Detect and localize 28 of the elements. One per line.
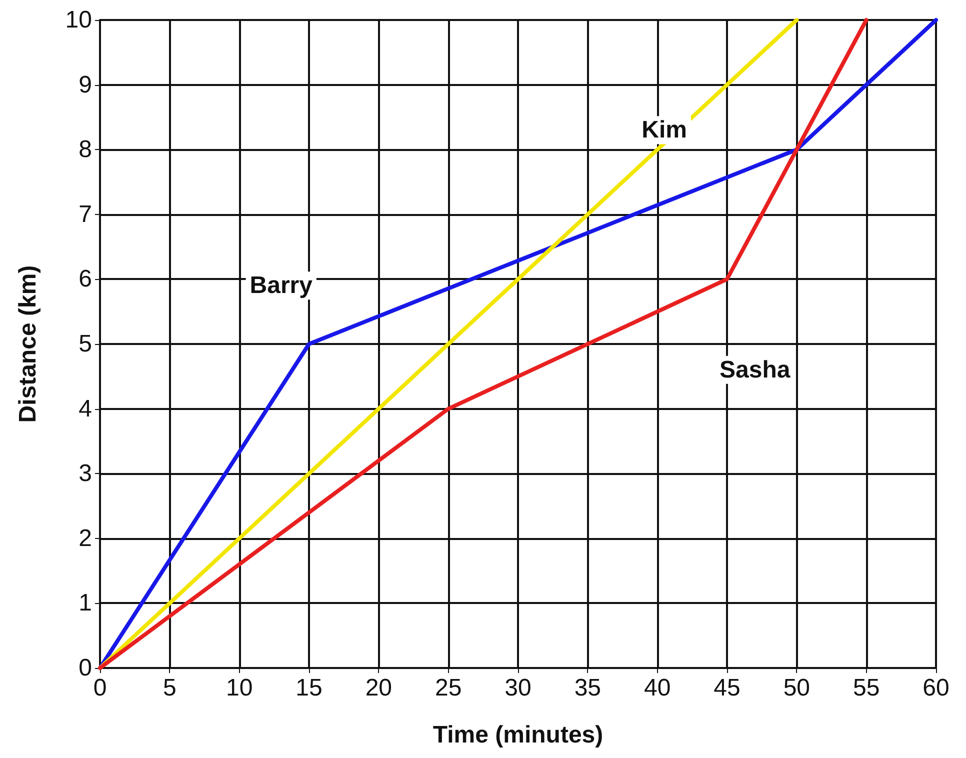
- y-tick-label: 2: [78, 524, 92, 552]
- x-tick-label: 35: [574, 674, 602, 702]
- x-tick-label: 45: [714, 674, 740, 702]
- y-tick-label: 7: [78, 200, 92, 228]
- y-tick-label: 10: [65, 6, 92, 34]
- y-axis-title: Distance (km): [14, 265, 42, 423]
- x-tick-label: 30: [504, 674, 532, 702]
- series-label: Kim: [642, 116, 687, 144]
- y-tick-label: 0: [78, 654, 92, 682]
- x-tick-label: 40: [644, 674, 671, 702]
- x-tick-label: 15: [296, 674, 322, 702]
- y-tick-label: 1: [78, 590, 92, 617]
- x-tick-label: 55: [852, 674, 880, 702]
- y-tick-label: 5: [78, 330, 92, 358]
- x-tick-label: 25: [434, 674, 462, 702]
- y-tick-label: 9: [78, 71, 92, 98]
- x-tick-label: 60: [922, 674, 950, 702]
- x-axis-title: Time (minutes): [432, 722, 604, 748]
- y-tick-label: 3: [78, 460, 92, 488]
- y-tick-label: 6: [78, 266, 92, 293]
- y-tick-label: 4: [78, 395, 92, 422]
- text: Sasha: [720, 356, 791, 384]
- x-tick-label: 50: [783, 674, 810, 702]
- x-tick-label: 20: [365, 674, 392, 702]
- y-tick-label: 8: [78, 136, 92, 164]
- x-tick-label: 10: [226, 674, 253, 702]
- series-label: Barry: [250, 272, 314, 300]
- x-tick-label: 5: [162, 674, 176, 702]
